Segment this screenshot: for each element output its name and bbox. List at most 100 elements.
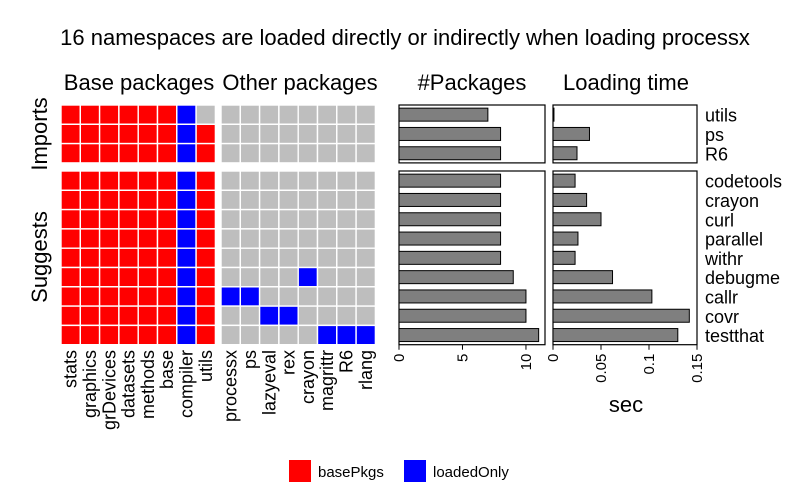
base-package-tile [60,142,81,164]
other-package-tile [297,305,319,327]
base-package-tile [137,170,159,191]
base-package-tile [137,208,159,230]
base-package-tile [176,324,197,346]
package-count-bar [398,231,502,246]
other-package-column-label: R6 [336,350,356,373]
base-package-tile [79,189,101,211]
base-package-tile [98,123,120,145]
row-group-label-suggests: Suggests [27,211,52,303]
other-package-tile [355,266,377,288]
other-package-tile [258,170,280,191]
row-label: ps [705,125,724,145]
base-package-tile [60,324,81,346]
other-package-tile [316,123,338,145]
base-package-tile [60,266,81,288]
package-count-bar [398,173,502,188]
other-package-tile [258,324,280,346]
base-package-tile [79,142,101,164]
other-package-tile [278,228,299,249]
legend-label-basePkgs: basePkgs [318,464,384,481]
other-package-tile [316,324,338,346]
other-package-tile [220,208,241,230]
base-package-tile [137,228,159,249]
count-axis-tick-label: 0 [391,354,408,362]
base-package-tile [60,286,81,307]
other-package-tile [355,123,377,145]
other-package-tile [336,104,357,125]
other-package-tile [278,123,299,145]
base-package-tile [137,189,159,211]
base-package-tile [118,286,139,307]
row-label: crayon [705,191,759,211]
base-package-tile [156,247,178,269]
loading-time-bar [552,126,590,141]
row-group-label-imports: Imports [27,97,52,170]
other-package-tile [316,305,338,327]
other-package-column-label: processx [221,350,241,422]
panel-title-time: Loading time [563,70,689,95]
base-package-tile [118,170,139,191]
other-package-tile [239,170,261,191]
base-package-tile [195,247,217,269]
other-package-tile [239,286,261,307]
base-package-tile [176,286,197,307]
other-package-tile [220,266,241,288]
other-package-tile [297,189,319,211]
base-package-tile [118,189,139,211]
other-package-tile [258,189,280,211]
base-package-tile [176,142,197,164]
legend: basePkgs loadedOnly [289,460,509,482]
base-package-tile [98,208,120,230]
other-package-tile [336,142,357,164]
base-package-tile [60,189,81,211]
base-package-tile [137,286,159,307]
base-package-tile [195,123,217,145]
other-package-column-label: magrittr [317,350,337,411]
base-package-tile [137,123,159,145]
loading-time-bar [552,173,576,188]
row-label: testthat [705,326,764,346]
other-package-column-label: lazyeval [259,350,279,415]
other-package-tile [316,247,338,269]
other-package-tile [278,286,299,307]
base-package-column-label: base [157,350,177,389]
loading-time-bar [552,231,579,246]
base-package-tile [176,305,197,327]
other-package-tile [258,142,280,164]
other-package-tile [297,142,319,164]
other-package-tile [355,286,377,307]
other-package-tile [336,123,357,145]
other-package-tile [258,123,280,145]
other-package-tile [355,228,377,249]
other-package-tile [220,286,241,307]
base-package-tile [79,324,101,346]
base-package-tile [118,247,139,269]
legend-swatch-basePkgs [289,460,311,482]
other-package-tile [239,123,261,145]
other-package-tile [258,286,280,307]
other-package-tile [336,266,357,288]
base-package-tile [79,104,101,125]
base-package-tile [137,305,159,327]
base-package-tile [79,228,101,249]
base-package-tile [60,123,81,145]
other-package-column-label: rex [279,350,299,375]
other-package-tile [278,305,299,327]
base-package-column-label: graphics [80,350,100,418]
other-package-tile [336,324,357,346]
other-package-tile [336,286,357,307]
base-package-tile [98,142,120,164]
time-axis-label: sec [609,392,643,417]
other-package-tile [336,208,357,230]
base-package-tile [118,104,139,125]
base-package-tile [156,104,178,125]
base-package-tile [98,266,120,288]
base-package-tile [195,228,217,249]
row-label: codetools [705,172,782,192]
other-package-tile [258,208,280,230]
panel-title-count: #Packages [418,70,527,95]
count-axis-tick-label: 10 [518,354,535,371]
package-count-bar [398,308,527,323]
loading-time-bar [552,328,679,343]
base-package-column-label: methods [138,350,158,419]
